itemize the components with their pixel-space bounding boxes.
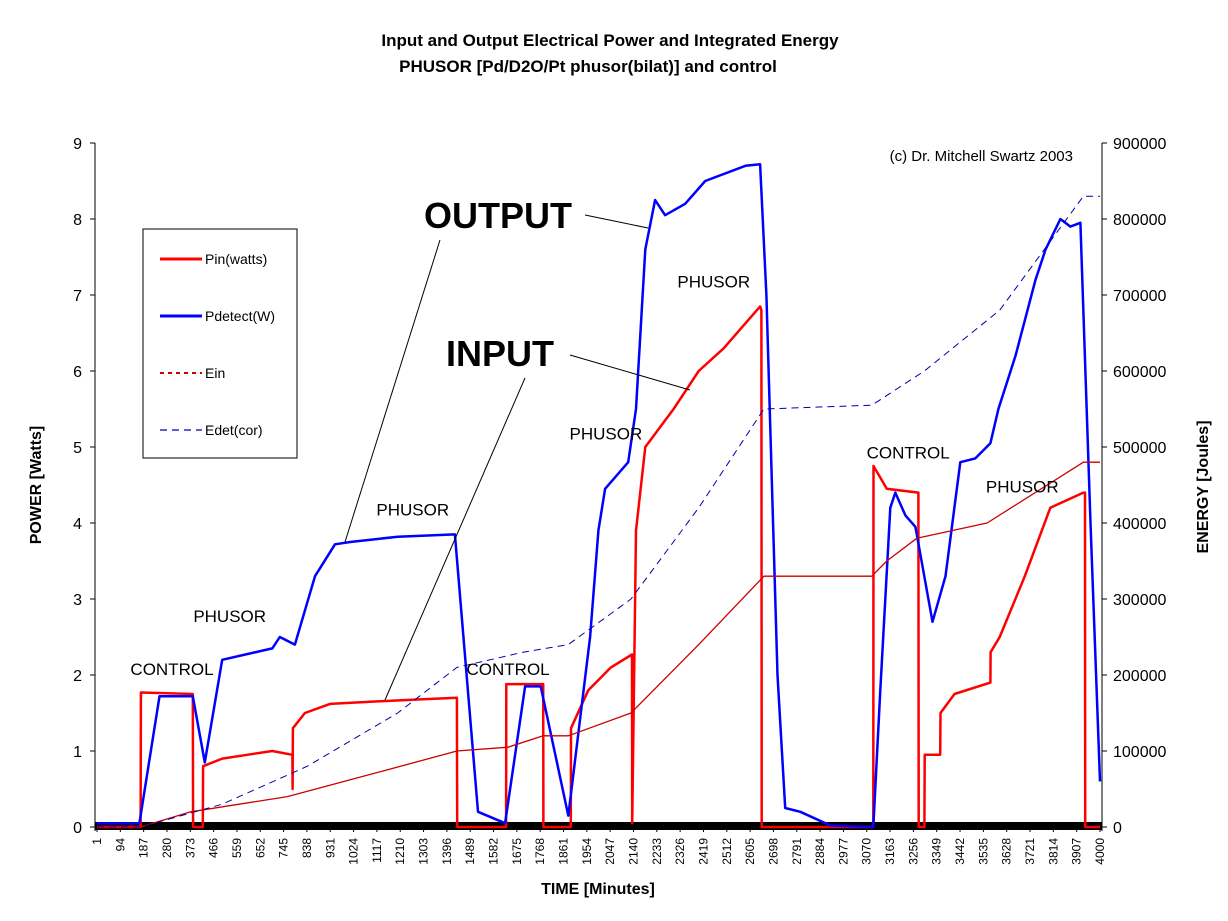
x-tick-label: 2884 — [813, 838, 827, 865]
annotation-output: OUTPUT — [424, 195, 572, 236]
x-tick-label: 4000 — [1093, 838, 1107, 865]
x-tick-label: 280 — [160, 838, 174, 858]
y2-tick-label: 200000 — [1113, 668, 1166, 685]
x-tick-label: 2605 — [743, 838, 757, 865]
y2-tick-label: 900000 — [1113, 136, 1166, 153]
y-axis-title: POWER [Watts] — [28, 426, 45, 545]
legend-label: Ein — [205, 365, 225, 381]
y2-tick-label: 0 — [1113, 820, 1122, 837]
series-line-edet-cor- — [97, 195, 1100, 828]
legend-label: Pdetect(W) — [205, 308, 275, 324]
x-tick-label: 3163 — [883, 838, 897, 865]
y2-tick-label: 500000 — [1113, 440, 1166, 457]
x-tick-label: 1 — [90, 838, 104, 845]
x-tick-label: 2140 — [626, 838, 640, 865]
x-tick-label: 1954 — [580, 838, 594, 865]
y-tick-label: 4 — [73, 516, 82, 533]
y-tick-label: 2 — [73, 668, 82, 685]
x-tick-label: 187 — [137, 838, 151, 858]
annotation-label: PHUSOR — [570, 424, 643, 443]
y-tick-label: 5 — [73, 440, 82, 457]
legend-label: Edet(cor) — [205, 422, 263, 438]
legend: Pin(watts) Pdetect(W) Ein Edet(cor) — [142, 228, 298, 459]
x-tick-label: 1396 — [440, 838, 454, 865]
x-tick-label: 2791 — [790, 838, 804, 865]
callout-line — [344, 239, 441, 543]
y2-tick-label: 700000 — [1113, 288, 1166, 305]
x-tick-label: 1210 — [393, 838, 407, 865]
x-tick-label: 2698 — [766, 838, 780, 865]
y2-tick-label: 600000 — [1113, 364, 1166, 381]
x-tick-label: 652 — [253, 838, 267, 858]
x-tick-label: 1582 — [487, 838, 501, 865]
x-tick-label: 559 — [230, 838, 244, 858]
x-tick-label: 1768 — [533, 838, 547, 865]
y-tick-label: 8 — [73, 212, 82, 229]
x-tick-label: 3349 — [930, 838, 944, 865]
x-tick-label: 466 — [207, 838, 221, 858]
x-tick-label: 2233 — [650, 838, 664, 865]
y-tick-label: 6 — [73, 364, 82, 381]
x-tick-label: 838 — [300, 838, 314, 858]
annotation-label: CONTROL — [867, 443, 950, 462]
callout-line — [384, 377, 526, 701]
annotation-label: CONTROL — [130, 660, 213, 679]
x-tick-label: 2512 — [720, 838, 734, 865]
x-tick-label: 2047 — [603, 838, 617, 865]
x-tick-label: 3442 — [953, 838, 967, 865]
legend-label: Pin(watts) — [205, 251, 267, 267]
series-line-pdetect-w- — [97, 163, 1102, 829]
x-tick-label: 2419 — [696, 838, 710, 865]
legend-box — [142, 228, 298, 459]
x-tick-label: 2326 — [673, 838, 687, 865]
series-line-pin-watts- — [97, 305, 1100, 829]
x-tick-label: 1489 — [463, 838, 477, 865]
copyright-text: (c) Dr. Mitchell Swartz 2003 — [890, 148, 1073, 165]
callout-line — [569, 354, 691, 391]
x-tick-label: 745 — [277, 838, 291, 858]
annotation-label: PHUSOR — [986, 478, 1059, 497]
chart-title: Input and Output Electrical Power and In… — [381, 31, 839, 50]
y2-tick-label: 300000 — [1113, 592, 1166, 609]
annotation-input: INPUT — [446, 333, 554, 374]
x-tick-label: 94 — [113, 838, 127, 852]
x-tick-label: 1303 — [417, 838, 431, 865]
callout-line — [584, 214, 649, 229]
x-tick-label: 3721 — [1023, 838, 1037, 865]
y-tick-label: 3 — [73, 592, 82, 609]
y2-axis-title: ENERGY [Joules] — [1195, 420, 1212, 553]
x-tick-label: 3814 — [1046, 838, 1060, 865]
x-axis-title: TIME [Minutes] — [541, 881, 655, 898]
x-tick-label: 3070 — [860, 838, 874, 865]
annotation-label: PHUSOR — [677, 272, 750, 291]
y-tick-label: 9 — [73, 136, 82, 153]
y-tick-label: 0 — [73, 820, 82, 837]
x-tick-label: 931 — [323, 838, 337, 858]
y-tick-label: 7 — [73, 288, 82, 305]
x-axis-baseline — [95, 822, 1102, 830]
x-tick-label: 1675 — [510, 838, 524, 865]
x-tick-label: 3256 — [906, 838, 920, 865]
x-tick-label: 3907 — [1070, 838, 1084, 865]
x-tick-label: 2977 — [836, 838, 850, 865]
y2-tick-label: 100000 — [1113, 744, 1166, 761]
chart-subtitle: PHUSOR [Pd/D2O/Pt phusor(bilat)] and con… — [399, 57, 777, 76]
y2-tick-label: 400000 — [1113, 516, 1166, 533]
y2-tick-label: 800000 — [1113, 212, 1166, 229]
x-tick-label: 3628 — [1000, 838, 1014, 865]
x-tick-label: 1024 — [347, 838, 361, 865]
annotation-label: PHUSOR — [193, 607, 266, 626]
x-tick-label: 1861 — [557, 838, 571, 865]
annotation-label: PHUSOR — [376, 500, 449, 519]
x-tick-label: 373 — [183, 838, 197, 858]
y-tick-label: 1 — [73, 744, 82, 761]
x-tick-label: 1117 — [370, 838, 384, 863]
x-tick-label: 3535 — [976, 838, 990, 865]
series-line-ein — [97, 461, 1100, 828]
annotation-label: CONTROL — [467, 660, 550, 679]
